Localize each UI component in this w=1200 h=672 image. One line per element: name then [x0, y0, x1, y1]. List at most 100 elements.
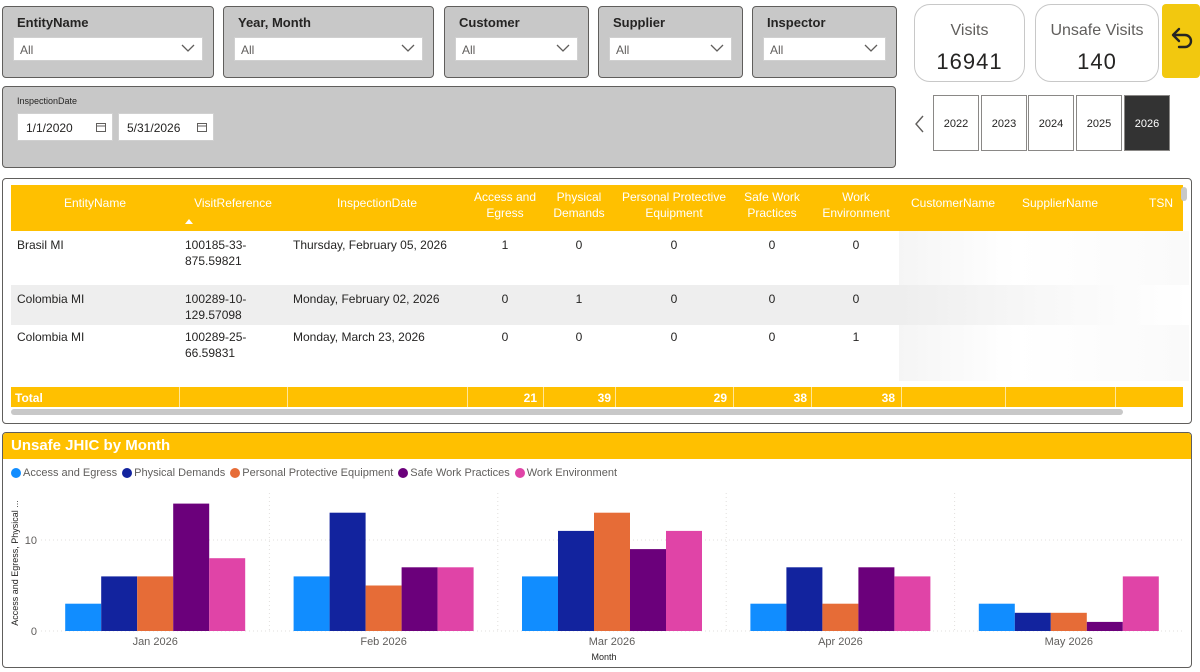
chevron-down-icon[interactable]: [180, 40, 196, 56]
column-header-tsn[interactable]: TSN: [1149, 196, 1173, 210]
year-button-2022[interactable]: 2022: [933, 95, 979, 151]
bar: [786, 567, 823, 631]
column-header-inspectiondate[interactable]: InspectionDate: [336, 196, 418, 210]
calendar-icon[interactable]: [96, 122, 106, 132]
chart-title: Unsafe JHIC by Month: [11, 437, 171, 454]
column-divider: [901, 387, 902, 407]
bar: [822, 603, 859, 631]
bar: [329, 512, 366, 631]
dropdown-value: All: [241, 43, 255, 57]
column-divider: [287, 387, 288, 407]
entityname-dropdown[interactable]: All: [13, 37, 203, 61]
total-access-egress: 21: [523, 391, 537, 405]
total-safe-work-practices: 38: [793, 391, 807, 405]
slicer-year-month[interactable]: Year, Month All: [223, 6, 434, 78]
column-header-physical-demands[interactable]: Physical Demands: [553, 190, 605, 220]
legend-label: Work Environment: [526, 467, 618, 479]
column-header-safe-work-practices[interactable]: Safe Work Practices: [744, 190, 800, 220]
year-button-2023[interactable]: 2023: [981, 95, 1027, 151]
bar: [137, 576, 174, 631]
cell-visitreference: 100289-10-129.57098: [185, 292, 247, 322]
bar: [1050, 612, 1087, 631]
table-row[interactable]: Colombia MI 100289-10-129.57098 Monday, …: [11, 285, 1189, 325]
slicer-supplier[interactable]: Supplier All: [598, 6, 743, 78]
cell-entityname: Colombia MI: [17, 330, 85, 344]
column-header-ppe[interactable]: Personal Protective Equipment: [621, 190, 727, 220]
back-button[interactable]: [1162, 4, 1200, 78]
bar: [401, 567, 438, 631]
legend-item[interactable]: Access and Egress: [11, 465, 117, 481]
bar: [65, 603, 102, 631]
inspector-dropdown[interactable]: All: [763, 37, 886, 61]
vertical-scrollbar[interactable]: [1181, 187, 1187, 201]
column-divider: [733, 387, 734, 407]
slicer-entityname[interactable]: EntityName All: [2, 6, 214, 78]
column-header-access-egress[interactable]: Access and Egress: [473, 190, 537, 220]
customer-dropdown[interactable]: All: [455, 37, 578, 61]
bar: [209, 558, 246, 631]
visits-value: 16941: [936, 49, 1003, 74]
legend-marker: [398, 468, 409, 478]
column-header-entityname[interactable]: EntityName: [63, 196, 127, 210]
year-button-2026[interactable]: 2026: [1124, 95, 1170, 151]
chevron-down-icon[interactable]: [400, 40, 416, 56]
y-axis-title: Access and Egress, Physical ...: [10, 500, 20, 626]
legend-item[interactable]: Physical Demands: [122, 465, 225, 481]
sort-ascending-icon: [185, 219, 193, 224]
legend-label: Physical Demands: [134, 467, 226, 479]
total-physical-demands: 39: [597, 391, 611, 405]
cell-physical-demands: 0: [575, 330, 583, 344]
cell-ppe: 0: [670, 330, 678, 344]
slicer-title: EntityName: [17, 15, 89, 30]
start-date-field[interactable]: 1/1/2020: [17, 113, 113, 141]
dropdown-value: All: [462, 43, 476, 57]
table-total-row: Total 21 39 29 38 38: [11, 387, 1183, 407]
y-tick-label: 10: [25, 535, 37, 547]
chevron-left-icon[interactable]: [912, 110, 928, 138]
cell-access-egress: 0: [501, 292, 509, 306]
x-tick-label: Mar 2026: [589, 636, 635, 648]
cell-physical-demands: 0: [575, 238, 583, 252]
column-divider: [811, 387, 812, 407]
bar: [437, 567, 474, 631]
supplier-dropdown[interactable]: All: [609, 37, 732, 61]
cell-entityname: Colombia MI: [17, 292, 85, 306]
end-date-value: 5/31/2026: [127, 121, 181, 135]
bar: [750, 603, 787, 631]
chevron-down-icon[interactable]: [709, 40, 725, 56]
table-row[interactable]: Brasil MI 100185-33-875.59821 Thursday, …: [11, 231, 1189, 285]
bar: [173, 503, 210, 631]
dropdown-value: All: [20, 43, 34, 57]
year-button-2024[interactable]: 2024: [1028, 95, 1074, 151]
cell-work-environment: 0: [852, 292, 860, 306]
legend-marker: [11, 468, 21, 478]
calendar-icon[interactable]: [197, 122, 207, 132]
column-header-customername[interactable]: CustomerName: [910, 196, 996, 210]
column-divider: [1005, 387, 1006, 407]
slicer-customer[interactable]: Customer All: [444, 6, 589, 78]
bar: [1122, 576, 1159, 631]
chevron-down-icon[interactable]: [555, 40, 571, 56]
legend-item[interactable]: Safe Work Practices: [398, 465, 510, 481]
bar: [894, 576, 931, 631]
cell-entityname: Brasil MI: [17, 238, 64, 252]
column-divider: [179, 387, 180, 407]
cell-physical-demands: 1: [575, 292, 583, 306]
bar: [522, 576, 558, 631]
slicer-inspector[interactable]: Inspector All: [752, 6, 897, 78]
slicer-title: InspectionDate: [17, 96, 78, 106]
chevron-down-icon[interactable]: [863, 40, 879, 56]
legend-label: Access and Egress: [23, 467, 118, 479]
legend-item[interactable]: Personal Protective Equipment: [230, 465, 393, 481]
year-month-dropdown[interactable]: All: [234, 37, 423, 61]
column-divider: [1115, 387, 1116, 407]
horizontal-scrollbar[interactable]: [11, 409, 1123, 415]
year-button-2025[interactable]: 2025: [1076, 95, 1122, 151]
column-header-suppliername[interactable]: SupplierName: [1021, 196, 1099, 210]
column-header-visitreference[interactable]: VisitReference: [179, 185, 287, 231]
column-header-work-environment[interactable]: Work Environment: [822, 190, 890, 220]
end-date-field[interactable]: 5/31/2026: [118, 113, 214, 141]
legend-item[interactable]: Work Environment: [514, 465, 618, 481]
table-row[interactable]: Colombia MI 100289-25-66.59831 Monday, M…: [11, 325, 1189, 381]
legend-label: Safe Work Practices: [410, 467, 510, 479]
